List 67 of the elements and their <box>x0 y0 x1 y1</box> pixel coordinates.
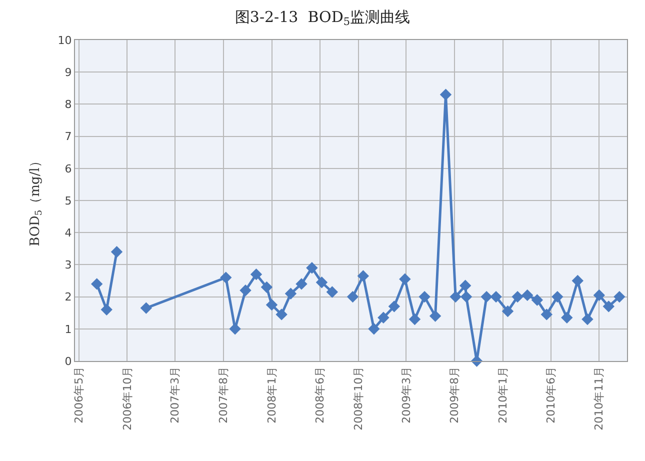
point <box>316 276 328 288</box>
y-tick-label: 4 <box>64 226 72 240</box>
x-tick-label: 2010年6月 <box>544 366 558 424</box>
point <box>346 290 359 303</box>
point <box>276 308 288 320</box>
point <box>284 288 297 300</box>
point <box>561 312 573 324</box>
point <box>418 290 430 303</box>
point <box>408 313 421 326</box>
point <box>502 305 514 318</box>
x-tick-label: 2010年1月 <box>496 366 510 424</box>
x-tick-label: 2006年10月 <box>120 366 134 430</box>
point <box>460 280 472 292</box>
point <box>460 290 472 303</box>
point <box>602 300 614 312</box>
y-tick-label: 8 <box>64 98 72 112</box>
point <box>531 294 544 306</box>
point <box>368 323 380 335</box>
point <box>266 298 278 311</box>
point <box>450 290 462 303</box>
point <box>522 289 534 302</box>
point <box>490 290 502 303</box>
point <box>572 274 584 287</box>
point <box>306 262 318 274</box>
point <box>540 308 552 320</box>
y-tick-label: 9 <box>64 66 72 79</box>
x-tick-label: 2007年3月 <box>168 366 182 424</box>
y-tick-label: 7 <box>64 130 72 144</box>
point <box>90 278 103 290</box>
point <box>110 246 123 258</box>
point <box>480 290 492 303</box>
y-tick-label: 0 <box>64 354 72 368</box>
point <box>593 289 606 302</box>
point <box>357 270 370 282</box>
x-tick-label: 2008年6月 <box>313 366 326 424</box>
point <box>388 300 400 312</box>
x-tick-label: 2010年11月 <box>592 366 606 430</box>
x-tick-label: 2008年10月 <box>352 366 366 430</box>
y-tick-label: 3 <box>64 258 72 272</box>
point <box>100 304 112 316</box>
point <box>326 286 338 298</box>
point <box>240 284 252 296</box>
point <box>440 88 452 100</box>
point <box>552 290 564 303</box>
y-tick-label: 10 <box>58 34 72 47</box>
y-tick-label: 5 <box>64 194 72 208</box>
y-tick-label: 6 <box>64 162 72 176</box>
point <box>250 268 262 280</box>
x-tick-label: 2008年1月 <box>265 366 278 424</box>
point <box>614 290 626 303</box>
x-tick-label: 2009年3月 <box>400 366 413 424</box>
point <box>296 278 308 290</box>
point <box>229 323 241 335</box>
point <box>582 313 594 326</box>
point <box>399 273 411 285</box>
point <box>378 312 390 324</box>
point <box>260 281 273 294</box>
chart-title: 图3-2-13 BOD$_{5}$监测曲线 <box>234 8 410 28</box>
x-tick-label: 2006年5月 <box>72 366 86 424</box>
y-tick-label: 1 <box>64 322 72 336</box>
point <box>140 302 152 314</box>
point <box>429 310 442 322</box>
x-tick-label: 2007年8月 <box>216 366 230 424</box>
y-tick-label: 2 <box>64 290 72 304</box>
point <box>512 290 524 303</box>
x-tick-label: 2009年8月 <box>448 366 462 424</box>
point <box>220 272 232 284</box>
